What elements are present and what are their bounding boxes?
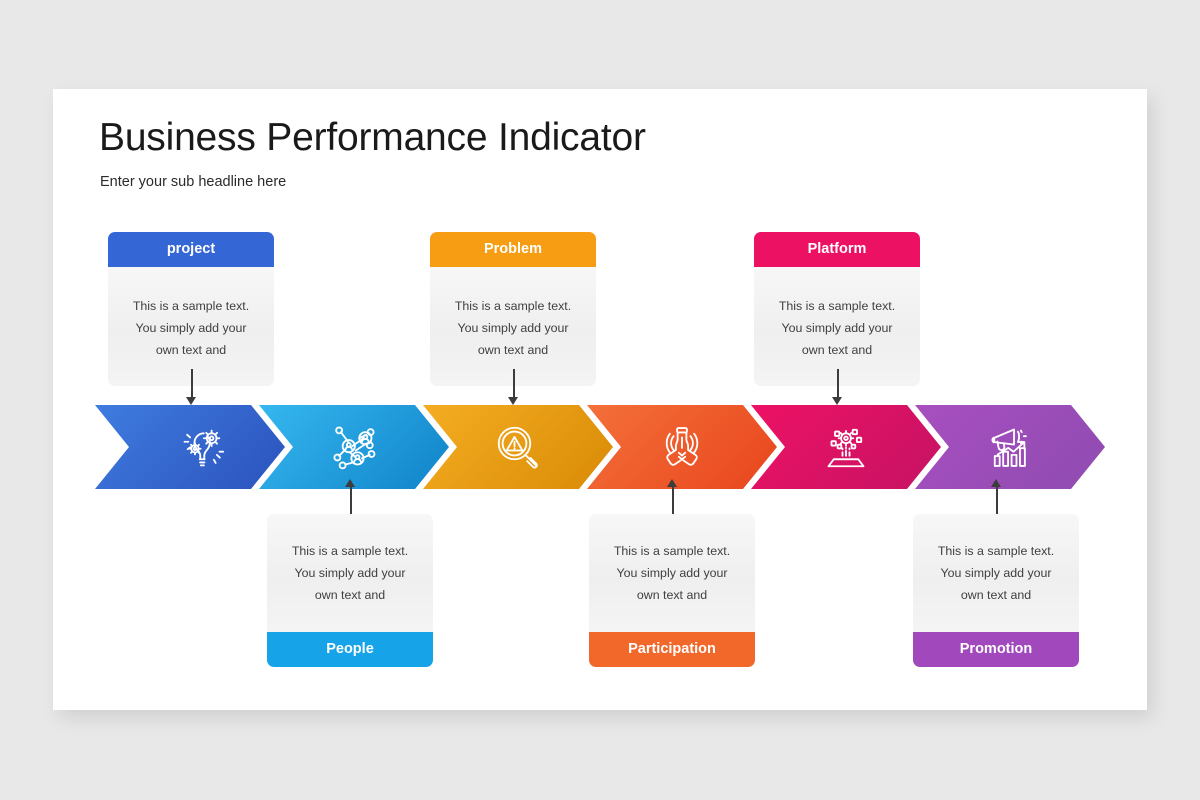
megaphone-chart-icon bbox=[982, 419, 1038, 475]
card-text-line-1: This is a sample text. bbox=[613, 544, 731, 558]
card-text-line-2: You simply add your bbox=[135, 321, 247, 335]
top-card-label-platform: Platform bbox=[754, 232, 920, 267]
chevron-step-6[interactable] bbox=[915, 405, 1105, 489]
connector-arrow-up-participation bbox=[667, 479, 678, 515]
card-text-line-2: You simply add your bbox=[616, 566, 728, 580]
bottom-card-body-people: This is a sample text. You simply add yo… bbox=[267, 514, 433, 632]
chevron-process-band bbox=[53, 405, 1147, 495]
page-title: Business Performance Indicator bbox=[99, 116, 646, 159]
connector-arrow-down-platform bbox=[832, 369, 843, 405]
top-card-label-project: project bbox=[108, 232, 274, 267]
bottom-card-label-people: People bbox=[267, 632, 433, 667]
chevron-step-2[interactable] bbox=[259, 405, 449, 489]
connector-arrow-down-project bbox=[186, 369, 197, 405]
top-card-body-platform: This is a sample text. You simply add yo… bbox=[754, 267, 920, 386]
magnifier-warning-icon bbox=[490, 419, 546, 475]
slide-canvas: Business Performance Indicator Enter you… bbox=[53, 89, 1147, 710]
card-text-line-2: You simply add your bbox=[294, 566, 406, 580]
people-network-icon bbox=[326, 419, 382, 475]
card-text-line-2: You simply add your bbox=[781, 321, 893, 335]
card-text-line-2: You simply add your bbox=[940, 566, 1052, 580]
top-card-project[interactable]: project This is a sample text. You simpl… bbox=[108, 232, 274, 386]
card-text-line-2: You simply add your bbox=[457, 321, 569, 335]
bottom-card-promotion[interactable]: This is a sample text. You simply add yo… bbox=[913, 514, 1079, 667]
top-card-label-problem: Problem bbox=[430, 232, 596, 267]
bottom-card-participation[interactable]: This is a sample text. You simply add yo… bbox=[589, 514, 755, 667]
chevron-step-5[interactable] bbox=[751, 405, 941, 489]
top-card-body-problem: This is a sample text. You simply add yo… bbox=[430, 267, 596, 386]
connector-arrow-down-problem bbox=[508, 369, 519, 405]
bottom-card-body-participation: This is a sample text. You simply add yo… bbox=[589, 514, 755, 632]
top-card-body-project: This is a sample text. You simply add yo… bbox=[108, 267, 274, 386]
card-text-line-1: This is a sample text. bbox=[937, 544, 1055, 558]
card-text-line-3: own text and bbox=[477, 343, 549, 357]
chevron-step-4[interactable] bbox=[587, 405, 777, 489]
chevron-step-3[interactable] bbox=[423, 405, 613, 489]
top-card-platform[interactable]: Platform This is a sample text. You simp… bbox=[754, 232, 920, 386]
card-text-line-1: This is a sample text. bbox=[454, 299, 572, 313]
card-text-line-1: This is a sample text. bbox=[778, 299, 896, 313]
page-subtitle: Enter your sub headline here bbox=[100, 174, 287, 190]
bottom-card-label-promotion: Promotion bbox=[913, 632, 1079, 667]
card-text-line-3: own text and bbox=[314, 588, 386, 602]
card-text-line-1: This is a sample text. bbox=[291, 544, 409, 558]
teamwork-hands-icon bbox=[654, 419, 710, 475]
bottom-card-people[interactable]: This is a sample text. You simply add yo… bbox=[267, 514, 433, 667]
card-text-line-1: This is a sample text. bbox=[132, 299, 250, 313]
card-text-line-3: own text and bbox=[155, 343, 227, 357]
card-text-line-3: own text and bbox=[801, 343, 873, 357]
card-text-line-3: own text and bbox=[960, 588, 1032, 602]
chevron-step-1[interactable] bbox=[95, 405, 285, 489]
card-text-line-3: own text and bbox=[636, 588, 708, 602]
connector-arrow-up-people bbox=[345, 479, 356, 515]
top-card-problem[interactable]: Problem This is a sample text. You simpl… bbox=[430, 232, 596, 386]
bottom-card-body-promotion: This is a sample text. You simply add yo… bbox=[913, 514, 1079, 632]
connector-arrow-up-promotion bbox=[991, 479, 1002, 515]
bottom-card-label-participation: Participation bbox=[589, 632, 755, 667]
lightbulb-gear-icon bbox=[174, 419, 230, 475]
platform-gear-icon bbox=[818, 419, 874, 475]
